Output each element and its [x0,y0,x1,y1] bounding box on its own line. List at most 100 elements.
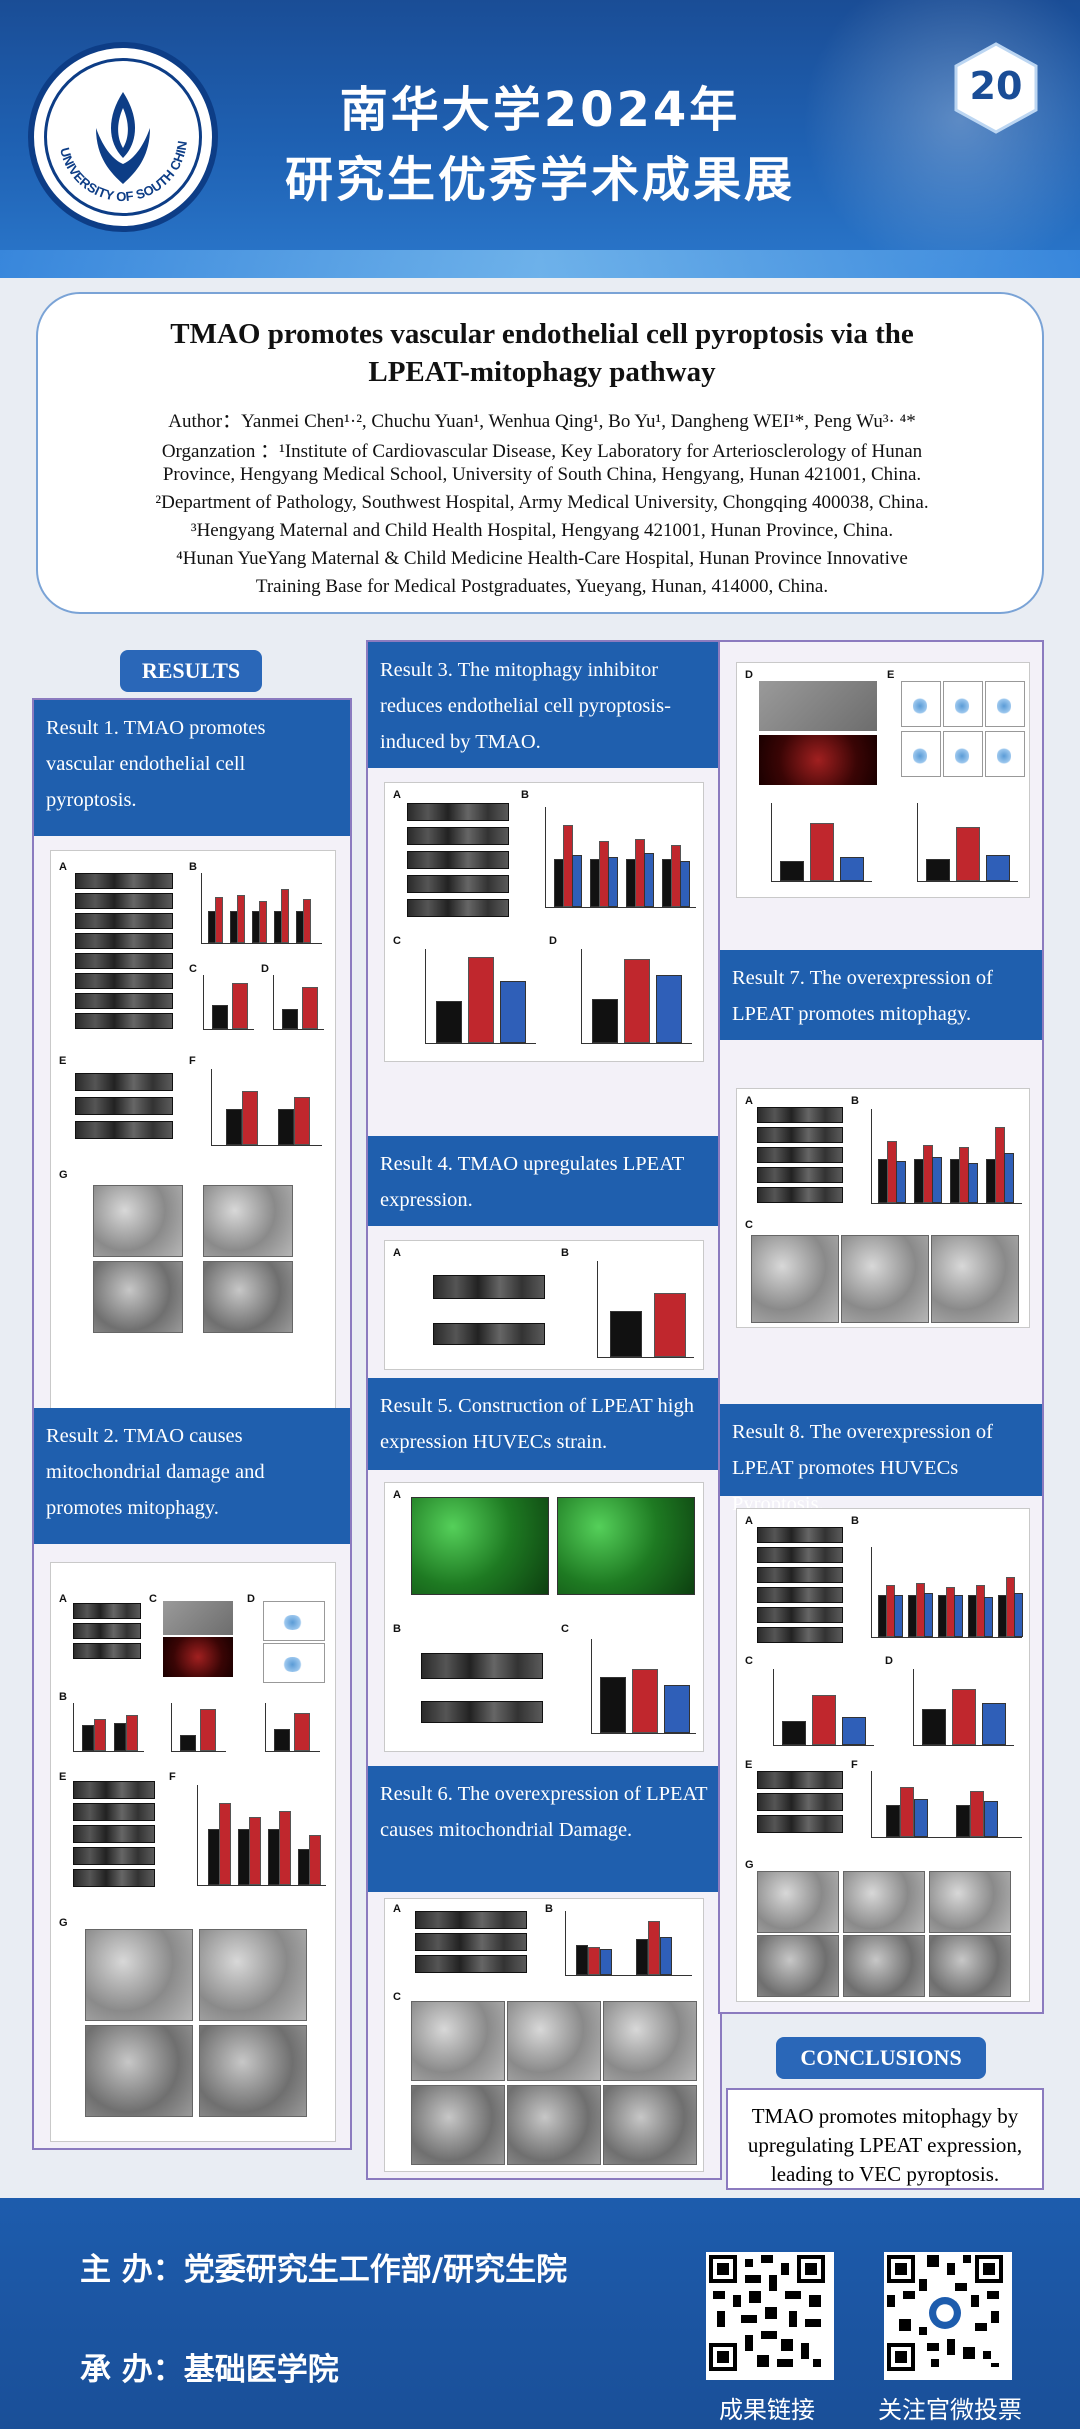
bar-chart-axes [913,1669,1014,1746]
western-blot-band [75,1073,173,1091]
official-account-qr-code[interactable] [884,2252,1012,2380]
bar [926,859,950,881]
sem-micrograph [203,1261,293,1333]
results-link-qr-code[interactable] [706,2252,834,2380]
western-blot-band [75,873,173,889]
western-blot-band [757,1107,843,1123]
western-blot-band [73,1623,141,1639]
western-blot-band [75,1097,173,1115]
bar [279,1811,291,1885]
bar [664,1685,690,1733]
western-blot-band [757,1527,843,1543]
tem-micrograph [603,2085,697,2165]
bar [810,823,834,881]
tem-micrograph [411,2001,505,2081]
qr-code-icon [709,2255,825,2371]
sem-micrograph [93,1261,183,1333]
tem-micrograph [841,1235,929,1323]
bar-chart-axes [545,807,696,908]
fluorescence-image [759,681,877,731]
bar-chart-axes [597,1261,694,1358]
western-blot-band [73,1781,155,1799]
result-8-heading: Result 8. The overexpression of LPEAT pr… [720,1404,1042,1515]
panel-label: B [393,1623,401,1635]
panel-label: C [393,935,401,947]
bar [281,889,289,943]
western-blot-band [73,1803,155,1821]
organization-line5: ⁴Hunan YueYang Maternal & Child Medicine… [176,548,908,569]
gfp-fluorescence-image [411,1497,549,1595]
panel-label: C [745,1219,753,1231]
bar [842,1717,866,1745]
author-list: Author：Yanmei Chen¹·², Chuchu Yuan¹, Wen… [168,411,916,432]
tem-micrograph [603,2001,697,2081]
bar [94,1719,106,1751]
panel-label: E [887,669,895,681]
panel-label: F [851,1759,858,1771]
logo-ring [44,58,202,216]
bar-chart-axes [273,975,324,1030]
organizer-line: 承 办：基础医学院 [80,2352,339,2388]
bar [608,857,618,907]
panel-label: A [59,1593,67,1605]
header-stripe [0,250,1080,278]
bar [600,1949,612,1975]
panel-label: A [393,1247,401,1259]
bar [600,1677,626,1733]
bar-chart-axes [201,873,322,944]
western-blot-band [433,1275,545,1299]
bar [282,1009,298,1029]
flow-cytometry-plot [985,681,1025,727]
western-blot-band [757,1771,843,1789]
panel-label: A [393,1903,401,1915]
flow-cytometry-plot [263,1643,325,1683]
bar [592,999,618,1043]
bar [954,1595,963,1637]
results-label: RESULTS [120,650,262,692]
conclusion-box: TMAO promotes mitophagy by upregulating … [726,2088,1044,2190]
western-blot-band [415,1955,527,1973]
fluorescence-image [163,1637,233,1677]
bar-chart-axes [211,1069,322,1146]
result-5-heading: Result 5. Construction of LPEAT high exp… [368,1378,720,1470]
western-blot-band [757,1627,843,1643]
panel-label: A [393,1489,401,1501]
western-blot-band [407,803,509,821]
sem-micrograph [757,1935,839,1997]
exhibition-title-line2: 研究生优秀学术成果展 [284,152,795,208]
western-blot-band [407,851,509,869]
western-blot-band [73,1869,155,1887]
panel-label: D [745,669,753,681]
bar [232,983,248,1029]
paper-title-line1: TMAO promotes vascular endothelial cell … [170,318,914,350]
sem-micrograph [843,1935,925,1997]
flow-cytometry-plot [943,681,983,727]
bar [956,1805,970,1837]
western-blot-band [75,953,173,969]
bar [900,1787,914,1837]
bar [924,1593,933,1637]
panel-label: D [549,935,557,947]
bar-chart-axes [581,949,692,1044]
bar [782,1721,806,1745]
western-blot-band [757,1793,843,1811]
bar [274,1729,290,1751]
bar [656,975,682,1043]
result-3-heading: Result 3. The mitophagy inhibitor reduce… [368,642,720,768]
result-4-figure: A B [384,1240,704,1370]
bar [632,1669,658,1733]
bar [984,1597,993,1637]
sem-micrograph [929,1871,1011,1933]
bar [644,853,654,907]
panel-label: C [393,1991,401,2003]
torch-icon [96,92,150,184]
conclusions-label: CONCLUSIONS [776,2037,986,2079]
sem-micrograph [929,1935,1011,1997]
result-6-figure: A B C [384,1898,704,2172]
bar [242,1091,258,1145]
bar [572,855,582,907]
bar [215,897,223,943]
western-blot-band [75,973,173,989]
bar-chart-axes [425,949,536,1044]
panel-label: G [59,1169,68,1181]
